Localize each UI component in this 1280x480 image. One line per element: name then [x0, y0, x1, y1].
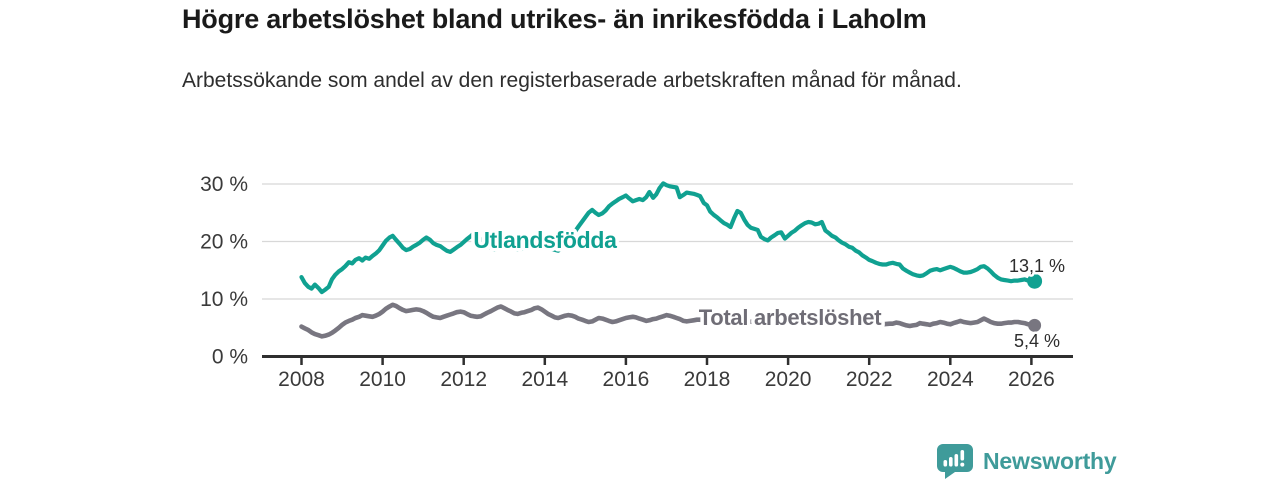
- end-value-label-utlandsfodda: 13,1 %: [1009, 256, 1065, 276]
- chart-title: Högre arbetslöshet bland utrikes- än inr…: [182, 4, 927, 34]
- y-tick-label: 10 %: [200, 288, 248, 311]
- utlandsfodda-end-dot: [1027, 273, 1043, 289]
- x-tick-label: 2008: [278, 368, 325, 391]
- newsworthy-logo: Newsworthy: [936, 443, 1117, 479]
- series-label-total-arbetsloshet: Total arbetslöshet: [699, 305, 882, 330]
- x-axis-labels: 2008 2010 2012 2014 2016 2018 2020 2022 2024 2026: [278, 368, 1055, 391]
- x-tick-label: 2024: [927, 368, 974, 391]
- total-arbetsloshet-line: [299, 302, 1037, 339]
- total-arbetsloshet-end-dot: [1028, 318, 1042, 332]
- x-tick-label: 2022: [846, 368, 893, 391]
- utlandsfodda-line: [299, 181, 1037, 295]
- series-lines: [299, 181, 1037, 339]
- x-tick-label: 2018: [684, 368, 731, 391]
- y-axis-labels: 0 % 10 % 20 % 30 %: [200, 173, 248, 369]
- bar-chart-speech-bubble-icon: [937, 444, 973, 479]
- x-tick-label: 2010: [359, 368, 406, 391]
- x-tick-label: 2016: [603, 368, 650, 391]
- chart-subtitle: Arbetssökande som andel av den registerb…: [182, 69, 962, 92]
- x-axis-ticks: [300, 356, 1033, 365]
- x-tick-label: 2020: [765, 368, 812, 391]
- y-tick-label: 0 %: [212, 346, 248, 369]
- series-label-utlandsfodda: Utlandsfödda: [473, 227, 617, 253]
- y-tick-label: 30 %: [200, 173, 248, 196]
- x-tick-label: 2012: [440, 368, 487, 391]
- x-tick-label: 2026: [1008, 368, 1055, 391]
- y-tick-label: 20 %: [200, 231, 248, 254]
- newsworthy-wordmark: Newsworthy: [983, 447, 1117, 474]
- end-value-label-total-arbetsloshet: 5,4 %: [1014, 331, 1060, 351]
- x-tick-label: 2014: [521, 368, 568, 391]
